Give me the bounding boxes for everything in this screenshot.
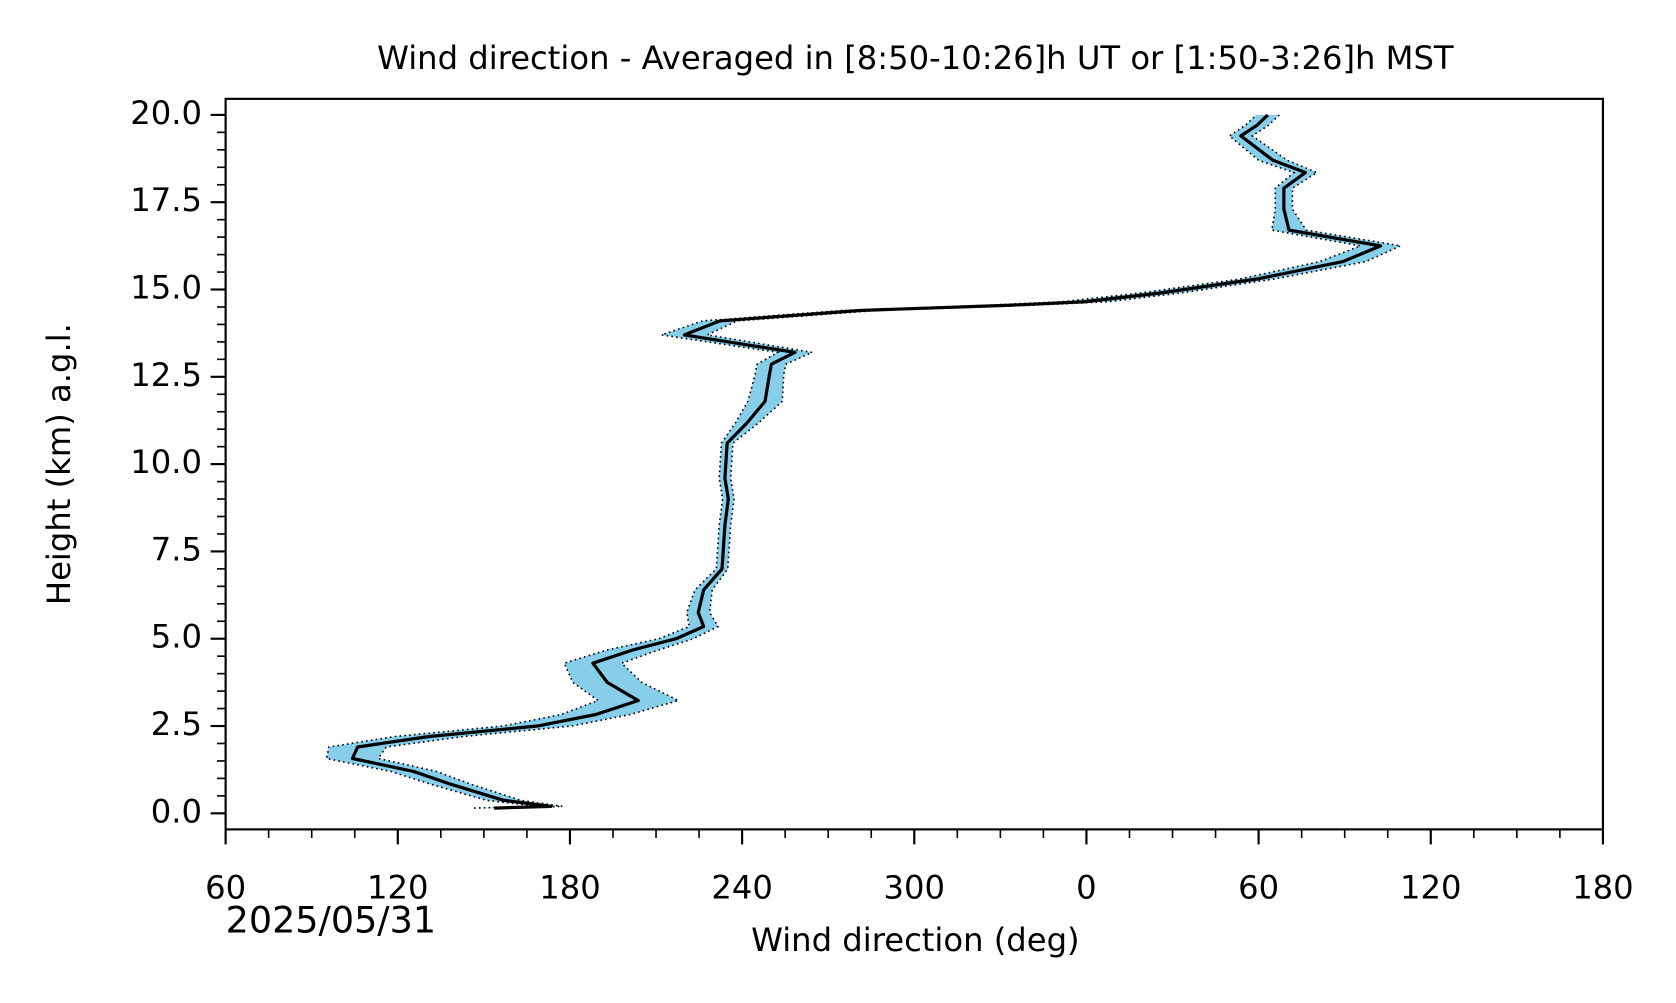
y-tick-label: 20.0 bbox=[130, 94, 202, 132]
y-tick-label: 5.0 bbox=[151, 618, 202, 656]
date-annotation: 2025/05/31 bbox=[226, 898, 436, 941]
y-axis-label: Height (km) a.g.l. bbox=[40, 323, 78, 605]
y-tick-label: 12.5 bbox=[130, 356, 202, 394]
x-tick-label: 120 bbox=[1400, 869, 1462, 907]
y-tick-label: 17.5 bbox=[130, 181, 202, 219]
spread-band bbox=[326, 114, 1401, 809]
x-tick-label: 240 bbox=[711, 869, 773, 907]
x-axis-label: Wind direction (deg) bbox=[751, 921, 1080, 959]
x-tick-label: 180 bbox=[539, 869, 601, 907]
x-tick-label: 0 bbox=[1076, 869, 1097, 907]
y-tick-label: 2.5 bbox=[151, 705, 202, 743]
y-tick-label: 10.0 bbox=[130, 443, 202, 481]
y-tick-label: 15.0 bbox=[130, 269, 202, 307]
x-tick-label: 120 bbox=[367, 869, 429, 907]
y-tick-label: 0.0 bbox=[151, 792, 202, 830]
spread-edge bbox=[376, 114, 1404, 809]
x-tick-label: 300 bbox=[884, 869, 946, 907]
x-tick-label: 60 bbox=[1238, 869, 1279, 907]
x-tick-label: 60 bbox=[205, 869, 246, 907]
y-tick-label: 7.5 bbox=[151, 530, 202, 568]
x-tick-label: 180 bbox=[1572, 869, 1634, 907]
mean-line bbox=[350, 113, 1383, 810]
spread-edge bbox=[325, 114, 1364, 809]
chart-title: Wind direction - Averaged in [8:50-10:26… bbox=[377, 39, 1454, 77]
